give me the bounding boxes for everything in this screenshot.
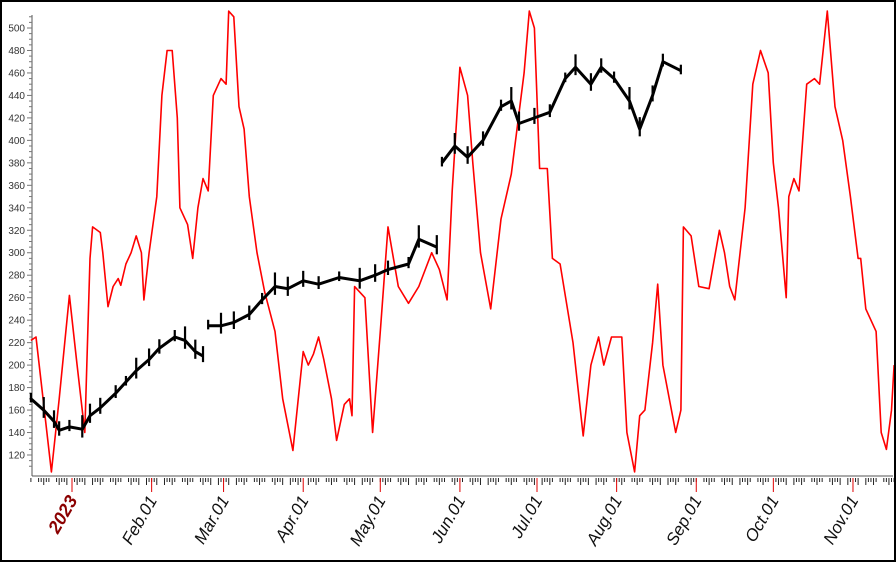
x-tick-label: Mar.01 (190, 493, 233, 548)
x-tick-label: May.01 (346, 493, 390, 550)
y-tick-label: 180 (8, 383, 25, 394)
x-tick-label: Apr.01 (271, 493, 313, 546)
y-tick-label: 280 (8, 271, 25, 282)
y-tick-label: 240 (8, 316, 25, 327)
x-tick-label: Jul.01 (507, 493, 547, 543)
y-tick-label: 260 (8, 293, 25, 304)
y-tick-label: 140 (8, 428, 25, 439)
y-tick-label: 120 (8, 451, 25, 462)
x-tick-label: Feb.01 (118, 493, 161, 548)
x-tick-label: Nov.01 (820, 493, 863, 548)
y-tick-label: 480 (8, 46, 25, 57)
red-overlay-line (30, 10, 894, 473)
y-tick-label: 440 (8, 91, 25, 102)
y-tick-label: 360 (8, 181, 25, 192)
x-tick-label: Sep.01 (662, 493, 705, 549)
y-tick-label: 400 (8, 136, 25, 147)
y-tick-label: 200 (8, 361, 25, 372)
y-tick-label: 160 (8, 406, 25, 417)
price-line (440, 60, 682, 164)
price-line (208, 237, 438, 328)
y-tick-label: 320 (8, 226, 25, 237)
y-tick-label: 340 (8, 203, 25, 214)
x-tick-label: Oct.01 (741, 493, 783, 546)
x-tick-label: Aug.01 (582, 493, 626, 550)
y-tick-label: 220 (8, 338, 25, 349)
y-tick-label: 500 (8, 24, 25, 35)
y-tick-label: 300 (8, 248, 25, 259)
x-tick-label: Jun.01 (427, 493, 469, 548)
y-tick-label: 460 (8, 68, 25, 79)
y-tick-label: 380 (8, 158, 25, 169)
year-label: 2023 (44, 492, 82, 538)
y-tick-label: 420 (8, 113, 25, 124)
